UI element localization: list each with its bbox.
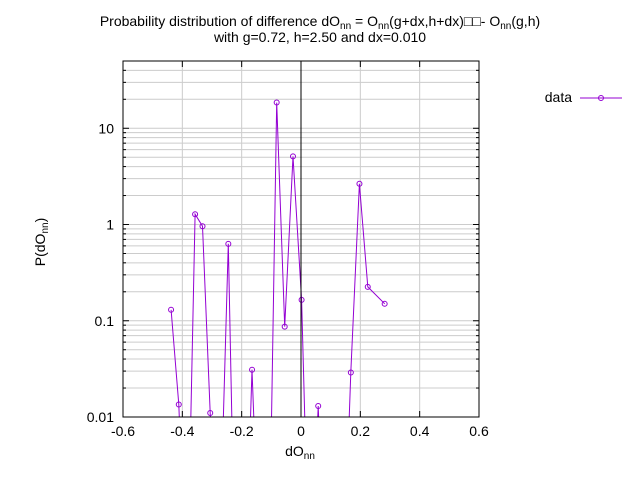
series-line: [170, 102, 386, 417]
chart-title-line2: with g=0.72, h=2.50 and dx=0.010: [213, 29, 427, 45]
data-point: [207, 410, 214, 417]
data-point: [298, 296, 305, 303]
data-point: [347, 369, 354, 376]
chart-title-line1: Probability distribution of difference d…: [99, 13, 541, 32]
data-point: [281, 323, 288, 330]
data-point: [273, 99, 280, 106]
ticks: -0.6 -0.4 -0.2 0 0.2 0.4 0.6 0.01 0.1 1 10: [87, 60, 489, 439]
data-point: [192, 211, 199, 218]
data-point: [364, 283, 371, 290]
y-tick-label: 10: [98, 120, 114, 136]
y-tick-label: 0.01: [87, 409, 114, 425]
x-tick-label: -0.2: [230, 423, 254, 439]
legend-label: data: [544, 89, 572, 105]
series-data: [168, 99, 388, 417]
data-point: [175, 401, 182, 408]
x-axis-label: dOnn: [285, 443, 315, 462]
data-point: [381, 300, 388, 307]
data-point: [225, 240, 232, 247]
y-tick-label: 1: [106, 217, 114, 233]
x-tick-label: 0.2: [351, 423, 371, 439]
y-axis-label: P(dOnn): [32, 217, 51, 267]
x-tick-label: 0.4: [410, 423, 430, 439]
data-point: [356, 180, 363, 187]
data-point: [249, 366, 256, 373]
data-point: [199, 223, 206, 230]
legend-sample: [580, 95, 622, 101]
legend-marker: [598, 95, 604, 101]
x-tick-label: 0: [297, 423, 305, 439]
y-tick-label: 0.1: [95, 313, 115, 329]
x-tick-label: -0.6: [111, 423, 135, 439]
data-point: [289, 153, 296, 160]
x-tick-label: 0.6: [469, 423, 489, 439]
data-point: [168, 306, 175, 313]
data-point: [315, 403, 322, 410]
x-tick-label: -0.4: [170, 423, 194, 439]
